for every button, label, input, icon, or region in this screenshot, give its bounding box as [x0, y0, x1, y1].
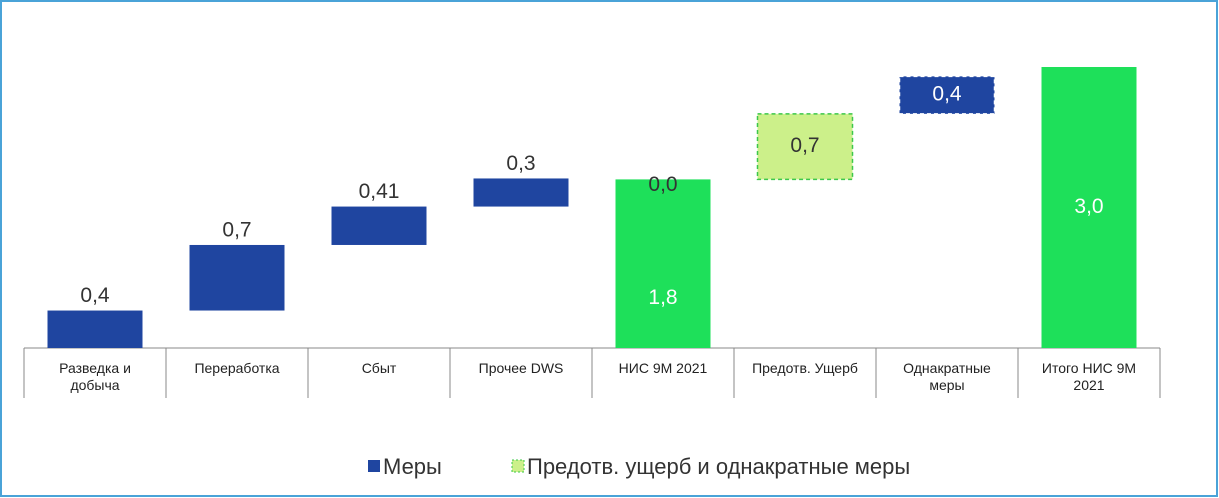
value-label: 3,0: [1074, 195, 1103, 218]
legend-label: Предотв. ущерб и однакратные меры: [527, 454, 911, 479]
bar: [615, 179, 711, 348]
value-label: 0,3: [506, 152, 535, 175]
value-label: 0,4: [932, 83, 962, 106]
legend-swatch: [368, 460, 380, 472]
x-tick-label: Разведка и добыча: [59, 360, 131, 393]
x-tick-label: Сбыт: [361, 360, 397, 376]
annotation: 0,0: [648, 173, 677, 196]
value-label: 0,41: [359, 180, 400, 203]
legend-swatch: [511, 459, 525, 473]
bar: [47, 310, 143, 348]
bar: [331, 206, 427, 245]
bar: [473, 178, 569, 207]
x-tick-label: Предотв. Ущерб: [752, 360, 858, 376]
bar: [1041, 67, 1137, 348]
value-label: 0,7: [790, 134, 819, 157]
bar: [898, 75, 996, 115]
bar: [756, 113, 854, 181]
x-tick-label: Переработка: [194, 360, 280, 376]
x-tick-label: Прочее DWS: [478, 360, 564, 376]
value-label: 0,4: [80, 284, 110, 307]
x-tick-label: НИС 9М 2021: [618, 360, 708, 376]
x-tick-label: Однакратные меры: [903, 360, 991, 393]
legend-label: Меры: [383, 454, 442, 479]
bar: [189, 244, 285, 311]
x-tick-label: Итого НИС 9М 2021: [1041, 360, 1137, 393]
value-label: 1,8: [648, 286, 677, 309]
value-label: 0,7: [222, 219, 251, 242]
